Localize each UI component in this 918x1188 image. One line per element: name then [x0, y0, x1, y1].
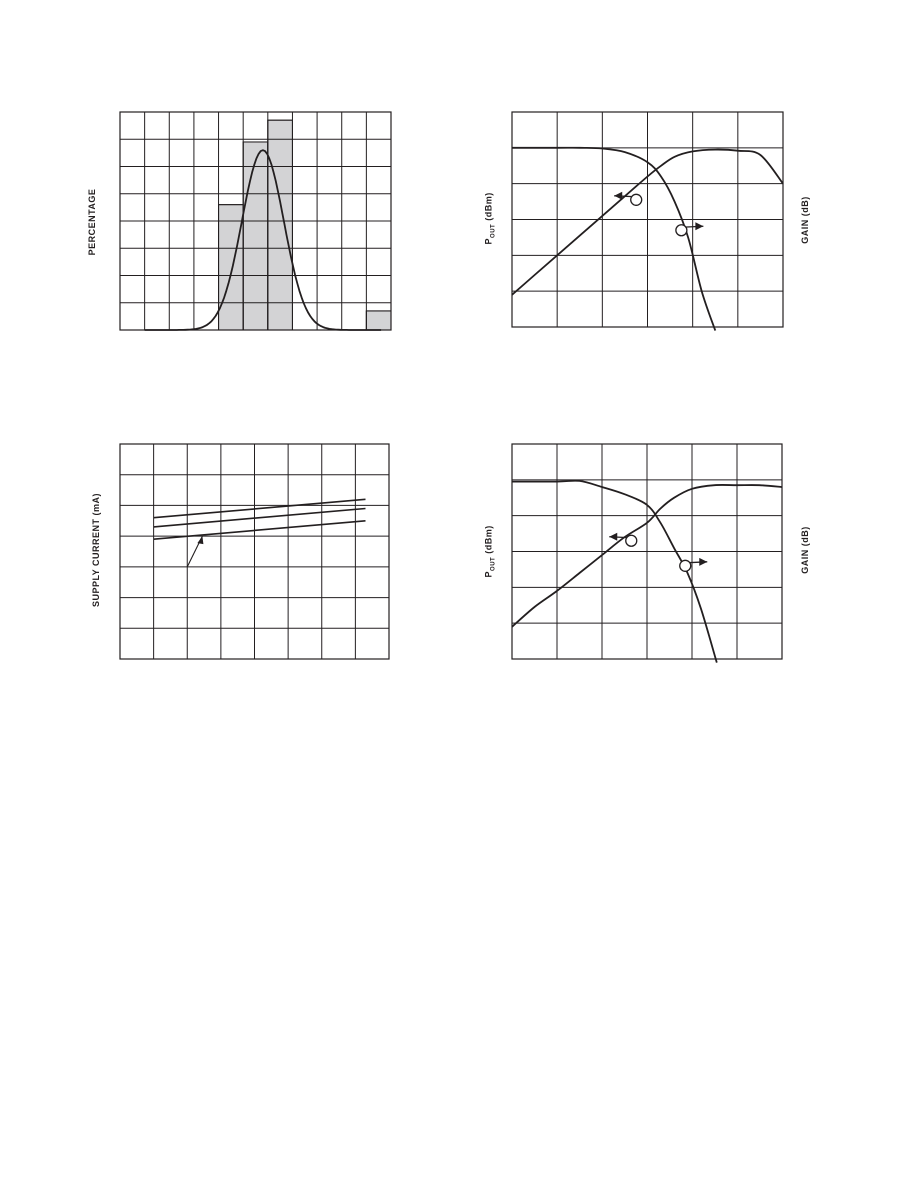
- supply-current-line-2: [153, 520, 366, 540]
- pout-gain-1-marker-left-arrow-head: [614, 191, 623, 200]
- pout-gain-3-marker-right-circle: [679, 559, 692, 572]
- pout-gain-1-marker-left-circle: [630, 193, 643, 206]
- pout-gain-1-series-left: [511, 148, 784, 296]
- pout-gain-3-series-left: [511, 484, 783, 628]
- pout-gain-1-marker-right-arrow-head: [695, 222, 704, 231]
- pout-gain-3-marker-left-arrow-head: [609, 532, 618, 541]
- supply-current-plot-frame: [119, 443, 390, 660]
- supply-current-line-1: [153, 507, 366, 528]
- pout-gain-1-plot-frame: [511, 111, 784, 328]
- supply-current-leader-arrowhead: [197, 536, 204, 545]
- histogram-plot-frame: [119, 111, 392, 331]
- histogram-bar-1: [242, 141, 269, 331]
- pout-gain-1-marker-right-circle: [675, 224, 688, 237]
- pout-gain-3-marker-left-circle: [625, 534, 638, 547]
- pout-gain-3-series-right: [511, 479, 718, 663]
- pout-gain-3-plot-frame: [511, 443, 783, 660]
- supply-current-line-0: [153, 498, 366, 519]
- pout-gain-1-series-right: [512, 146, 717, 331]
- pout-gain-3-marker-right-arrow-head: [699, 557, 708, 566]
